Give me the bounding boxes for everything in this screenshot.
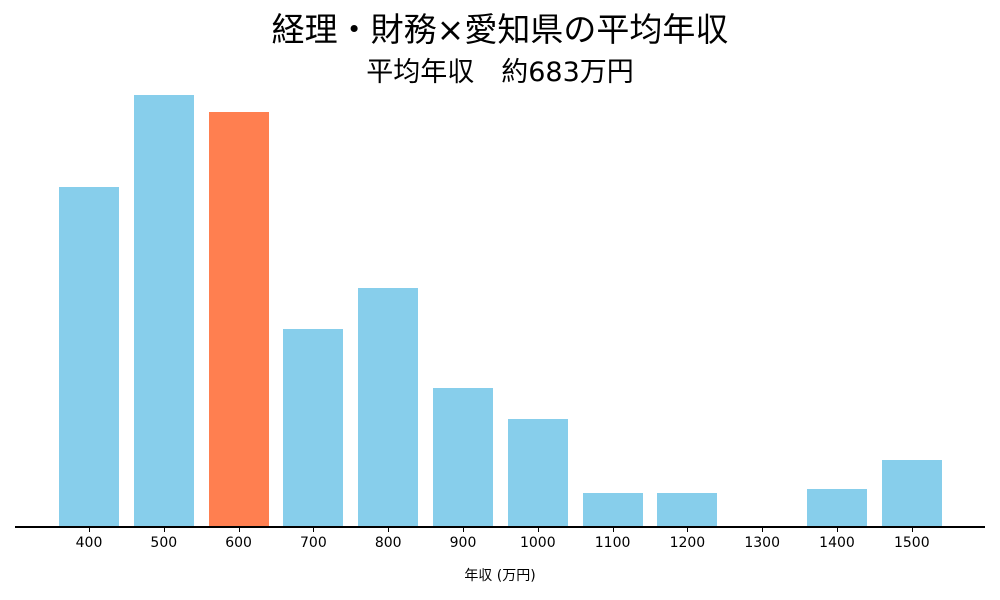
x-tick-label: 600 (225, 535, 252, 551)
x-axis-label: 年収 (万円) (464, 568, 536, 584)
x-tick (463, 527, 464, 532)
x-tick-label: 1500 (893, 535, 930, 551)
bar-700 (283, 329, 344, 527)
bar-500 (133, 95, 194, 527)
bar-1100 (582, 493, 643, 527)
x-tick-label: 700 (300, 535, 327, 551)
x-tick-label: 400 (75, 535, 103, 551)
bar-800 (358, 288, 419, 527)
x-tick (762, 527, 764, 532)
x-tick (612, 527, 614, 532)
x-tick-label: 1200 (669, 535, 706, 551)
x-tick-label: 1400 (819, 535, 855, 551)
x-tick-label: 800 (374, 535, 402, 551)
bar-600 (208, 112, 269, 527)
plot-area (15, 80, 985, 527)
x-tick (163, 527, 165, 532)
x-tick (837, 527, 838, 532)
bar-1500 (881, 460, 942, 527)
x-tick (313, 527, 315, 532)
x-tick (911, 527, 913, 532)
bar-1000 (507, 419, 568, 527)
x-tick-label: 1000 (519, 535, 556, 551)
x-tick-label: 1300 (744, 535, 780, 551)
bar-900 (433, 388, 493, 527)
x-axis-line (15, 526, 985, 528)
x-tick (388, 527, 390, 532)
x-tick (89, 527, 90, 532)
x-tick (687, 527, 689, 532)
chart-title: 経理・財務×愛知県の平均年収 (271, 10, 729, 49)
x-tick-label: 500 (150, 535, 178, 551)
bar-1200 (657, 493, 718, 527)
bar-400 (59, 187, 119, 527)
x-tick (537, 527, 539, 532)
x-tick (238, 527, 240, 532)
x-tick-label: 1100 (594, 535, 631, 551)
chart-subtitle: 平均年収 約683万円 (366, 57, 634, 88)
bar-1400 (807, 489, 867, 527)
x-tick-label: 900 (449, 535, 477, 551)
